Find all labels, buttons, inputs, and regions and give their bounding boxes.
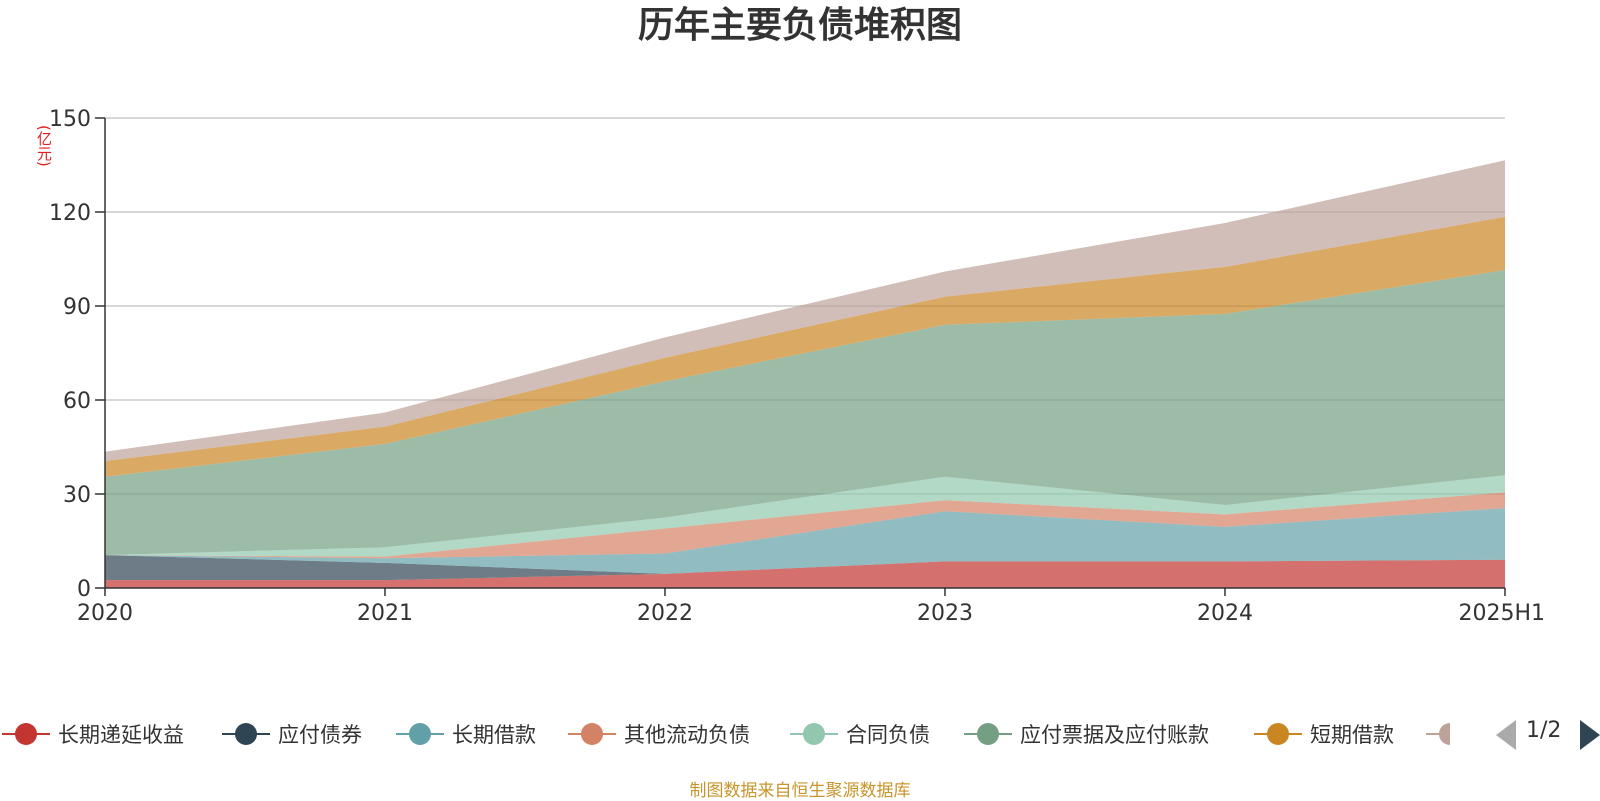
legend-dot [977, 723, 999, 745]
chart-title: 历年主要负债堆积图 [637, 5, 962, 46]
legend-item-partial-next[interactable] [1426, 716, 1450, 752]
axes: 0 30 60 90 120 150 2020 2021 2022 2023 2024 2025H1 [49, 107, 1545, 626]
legend-dot [15, 723, 37, 745]
area-series-layer [105, 160, 1505, 588]
legend-item-other-current-liabilities[interactable]: 其他流动负债 [568, 716, 750, 752]
x-tick-label: 2025H1 [1458, 601, 1545, 626]
x-tick-label: 2023 [917, 601, 973, 626]
area-series-0 [105, 559, 1505, 588]
legend-symbol [568, 716, 616, 752]
x-tick-label: 2021 [357, 601, 413, 626]
legend-symbol [1426, 716, 1450, 752]
legend: 长期递延收益 应付债券 长期借款 其他流动负债 合同负债 应付票据及应付账款 短… [0, 716, 1600, 752]
data-source-note: 制图数据来自恒生聚源数据库 [689, 781, 911, 801]
area-series-7 [105, 160, 1505, 462]
x-tick-label: 2024 [1197, 601, 1253, 626]
legend-page-indicator: 1/2 [1526, 718, 1562, 743]
legend-label: 长期借款 [452, 723, 536, 747]
area-series-3 [105, 492, 1505, 559]
legend-symbol [790, 716, 838, 752]
legend-label: 长期递延收益 [58, 723, 184, 747]
legend-item-bonds-payable[interactable]: 应付债券 [222, 716, 362, 752]
legend-dot [409, 723, 431, 745]
y-axis-unit-label: (亿元) [35, 125, 53, 167]
y-tick-label: 60 [63, 389, 91, 414]
legend-line [1426, 733, 1450, 735]
legend-next-page-icon[interactable] [1580, 720, 1600, 750]
legend-symbol [1254, 716, 1302, 752]
area-series-2 [105, 508, 1505, 574]
y-tick-label: 30 [63, 483, 91, 508]
legend-item-long-term-deferred-income[interactable]: 长期递延收益 [2, 716, 184, 752]
legend-pager: 1/2 [1496, 716, 1600, 752]
legend-dot [1439, 723, 1450, 745]
area-series-6 [105, 216, 1505, 477]
legend-item-contract-liabilities[interactable]: 合同负债 [790, 716, 930, 752]
legend-dot [235, 723, 257, 745]
legend-symbol [2, 716, 50, 752]
x-tick-label: 2020 [77, 601, 133, 626]
x-tick-label: 2022 [637, 601, 693, 626]
legend-label: 合同负债 [846, 723, 930, 747]
legend-item-notes-and-accounts-payable[interactable]: 应付票据及应付账款 [964, 716, 1209, 752]
legend-item-long-term-loans[interactable]: 长期借款 [396, 716, 536, 752]
legend-dot [803, 723, 825, 745]
legend-prev-page-icon[interactable] [1496, 720, 1516, 750]
legend-label: 短期借款 [1310, 723, 1394, 747]
legend-label: 应付债券 [278, 723, 362, 747]
area-series-1 [105, 555, 1505, 581]
legend-dot [581, 723, 603, 745]
y-tick-label: 150 [49, 107, 91, 132]
legend-symbol [222, 716, 270, 752]
y-tick-label: 90 [63, 295, 91, 320]
legend-dot [1267, 723, 1289, 745]
legend-symbol [964, 716, 1012, 752]
legend-label: 其他流动负债 [624, 723, 750, 747]
area-series-5 [105, 269, 1505, 556]
y-tick-label: 0 [77, 577, 91, 602]
legend-item-short-term-loans[interactable]: 短期借款 [1254, 716, 1394, 752]
y-tick-label: 120 [49, 201, 91, 226]
legend-label: 应付票据及应付账款 [1020, 723, 1209, 747]
legend-symbol [396, 716, 444, 752]
stacked-area-chart: 0 30 60 90 120 150 2020 2021 2022 2023 2024 2025H1 [49, 107, 1545, 626]
